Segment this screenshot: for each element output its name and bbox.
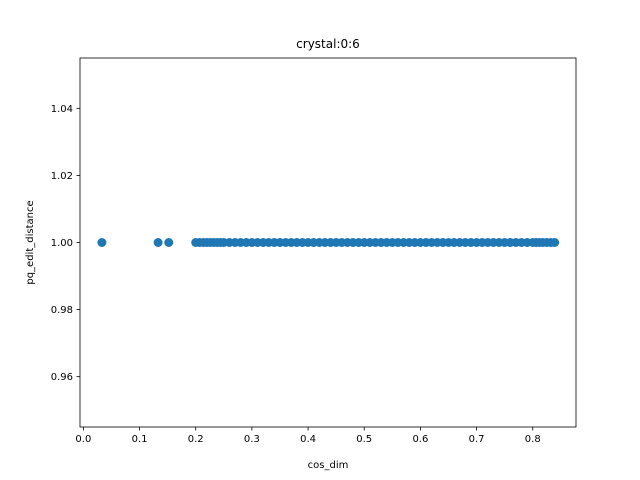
x-tick-label: 0.4: [300, 434, 316, 445]
data-point: [164, 238, 174, 247]
data-points: [97, 238, 560, 247]
x-axis-label: cos_dim: [308, 460, 349, 471]
x-axis: 0.0 0.1 0.2 0.3 0.4 0.5 0.6 0.7 0.8: [75, 427, 541, 445]
y-tick-label: 0.98: [51, 305, 73, 316]
chart-title: crystal:0:6: [296, 37, 360, 51]
data-point: [550, 238, 560, 247]
plot-frame: [79, 57, 577, 428]
data-point: [97, 238, 107, 247]
y-axis-label: pq_edit_distance: [25, 200, 36, 284]
x-tick-label: 0.3: [244, 434, 260, 445]
x-tick-label: 0.5: [356, 434, 372, 445]
y-tick-label: 1.02: [51, 171, 73, 182]
y-tick-label: 1.04: [51, 104, 73, 115]
x-tick-label: 0.8: [525, 434, 541, 445]
x-tick-label: 0.2: [188, 434, 204, 445]
x-tick-label: 0.7: [469, 434, 485, 445]
y-axis: 0.96 0.98 1.00 1.02 1.04: [51, 104, 80, 383]
data-point: [153, 238, 163, 247]
x-tick-label: 0.6: [412, 434, 428, 445]
y-tick-label: 1.00: [51, 238, 73, 249]
x-tick-label: 0.1: [132, 434, 148, 445]
y-tick-label: 0.96: [51, 372, 73, 383]
x-tick-label: 0.0: [75, 434, 91, 445]
